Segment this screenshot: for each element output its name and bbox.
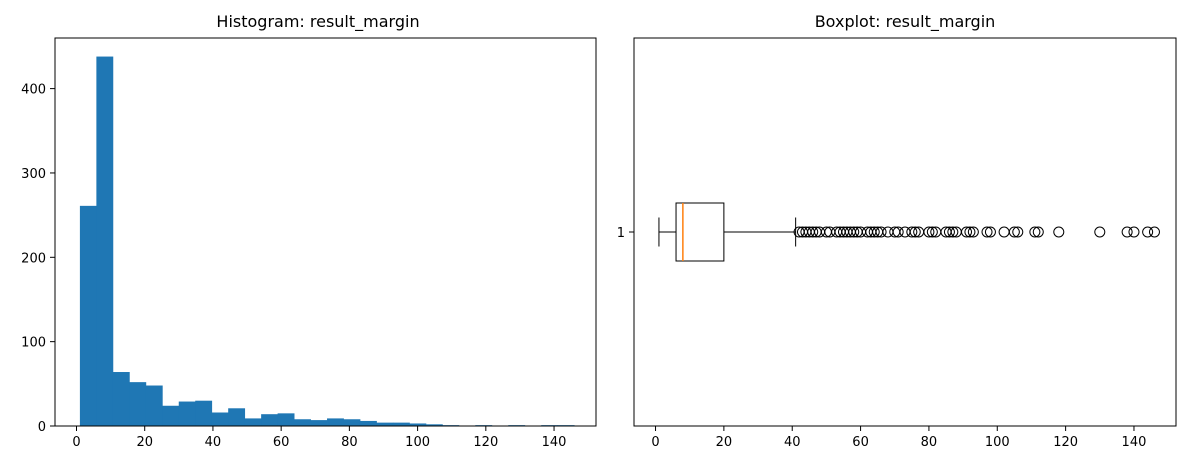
histogram-x-tick-label: 140 (542, 435, 567, 450)
boxplot-box (675, 202, 725, 262)
histogram-x-tick-label: 100 (405, 435, 430, 450)
histogram-y-tick-label: 400 (21, 83, 46, 98)
histogram-bar (112, 372, 130, 426)
histogram-x-ticks: 0 20 40 60 80 100 120 140 (72, 426, 566, 450)
boxplot-outlier (943, 226, 955, 238)
histogram-y-tick-label: 0 (38, 420, 46, 435)
histogram-bar (79, 205, 97, 426)
boxplot-x-tick-label: 80 (921, 435, 938, 450)
histogram-bar (425, 424, 443, 426)
boxplot-marks (658, 202, 1160, 262)
histogram-x-tick-label: 120 (473, 435, 498, 450)
boxplot-outlier (1142, 226, 1154, 238)
histogram-bar (327, 418, 344, 426)
histogram-y-tick-label: 100 (21, 336, 46, 351)
histogram-bar (211, 412, 229, 426)
boxplot-outlier (1094, 226, 1106, 238)
histogram-bar (376, 422, 394, 426)
histogram-y-tick-label: 200 (21, 251, 46, 266)
boxplot-outlier (909, 226, 921, 238)
boxplot-x-tick-label: 20 (716, 435, 733, 450)
boxplot-y-tick-label: 1 (617, 226, 625, 241)
boxplot-x-tick-label: 100 (985, 435, 1010, 450)
histogram-y-ticks: 0 100 200 300 400 (21, 83, 55, 435)
boxplot-outlier (1008, 226, 1020, 238)
histogram-bar (145, 385, 163, 426)
boxplot-outlier (1032, 226, 1044, 238)
histogram-panel: Histogram: result_margin 0 20 40 60 80 100 120… (21, 12, 597, 450)
boxplot-outlier (807, 226, 819, 238)
boxplot-outlier (868, 226, 880, 238)
boxplot-outlier (1121, 226, 1133, 238)
histogram-bar (277, 413, 295, 426)
histogram-axes-frame (54, 37, 597, 427)
histogram-bar (359, 420, 377, 426)
boxplot-y-ticks: 1 (617, 226, 634, 241)
histogram-y-tick-label: 300 (21, 167, 46, 182)
histogram-bar (178, 401, 196, 426)
histogram-x-tick-label: 20 (136, 435, 153, 450)
boxplot-x-tick-label: 40 (784, 435, 801, 450)
histogram-x-tick-label: 40 (205, 435, 222, 450)
histogram-bar (162, 405, 180, 426)
boxplot-x-tick-label: 0 (651, 435, 659, 450)
boxplot-title: Boxplot: result_margin (815, 12, 996, 32)
histogram-bar (310, 420, 328, 426)
boxplot-outlier (926, 226, 938, 238)
histogram-title: Histogram: result_margin (216, 12, 419, 32)
boxplot-outlier (906, 226, 918, 238)
boxplot-outlier (1012, 226, 1024, 238)
boxplot-outlier (947, 226, 959, 238)
boxplot-outlier (984, 226, 996, 238)
histogram-bar (392, 422, 410, 426)
boxplot-x-tick-label: 140 (1122, 435, 1147, 450)
histogram-x-tick-label: 60 (273, 435, 290, 450)
histogram-bar (96, 56, 114, 427)
boxplot-outlier (964, 226, 976, 238)
boxplot-outlier (892, 226, 904, 238)
boxplot-x-tick-label: 120 (1053, 435, 1078, 450)
boxplot-outlier (967, 226, 979, 238)
boxplot-outlier (1053, 226, 1065, 238)
boxplot-outlier (923, 226, 935, 238)
boxplot-x-tick-label: 60 (852, 435, 869, 450)
histogram-bar (195, 400, 213, 426)
histogram-bar (409, 423, 427, 426)
histogram-bar (261, 414, 279, 426)
histogram-x-tick-label: 0 (72, 435, 80, 450)
boxplot-outlier (1029, 226, 1041, 238)
boxplot-outlier (961, 226, 973, 238)
histogram-bars (79, 56, 575, 427)
boxplot-outlier (875, 226, 887, 238)
boxplot-outlier (848, 226, 860, 238)
boxplot-outlier (1148, 226, 1160, 238)
boxplot-outlier (981, 226, 993, 238)
histogram-bar (343, 419, 361, 426)
histogram-bar (228, 408, 246, 426)
histogram-bar (244, 418, 262, 426)
histogram-x-tick-label: 80 (341, 435, 358, 450)
boxplot-outlier (1128, 226, 1140, 238)
histogram-bar (294, 419, 311, 426)
boxplot-x-ticks: 0 20 40 60 80 100 120 140 (651, 426, 1146, 450)
boxplot-panel: Boxplot: result_margin 0 20 40 60 80 100 120 14… (617, 12, 1177, 450)
histogram-bar (129, 382, 147, 426)
